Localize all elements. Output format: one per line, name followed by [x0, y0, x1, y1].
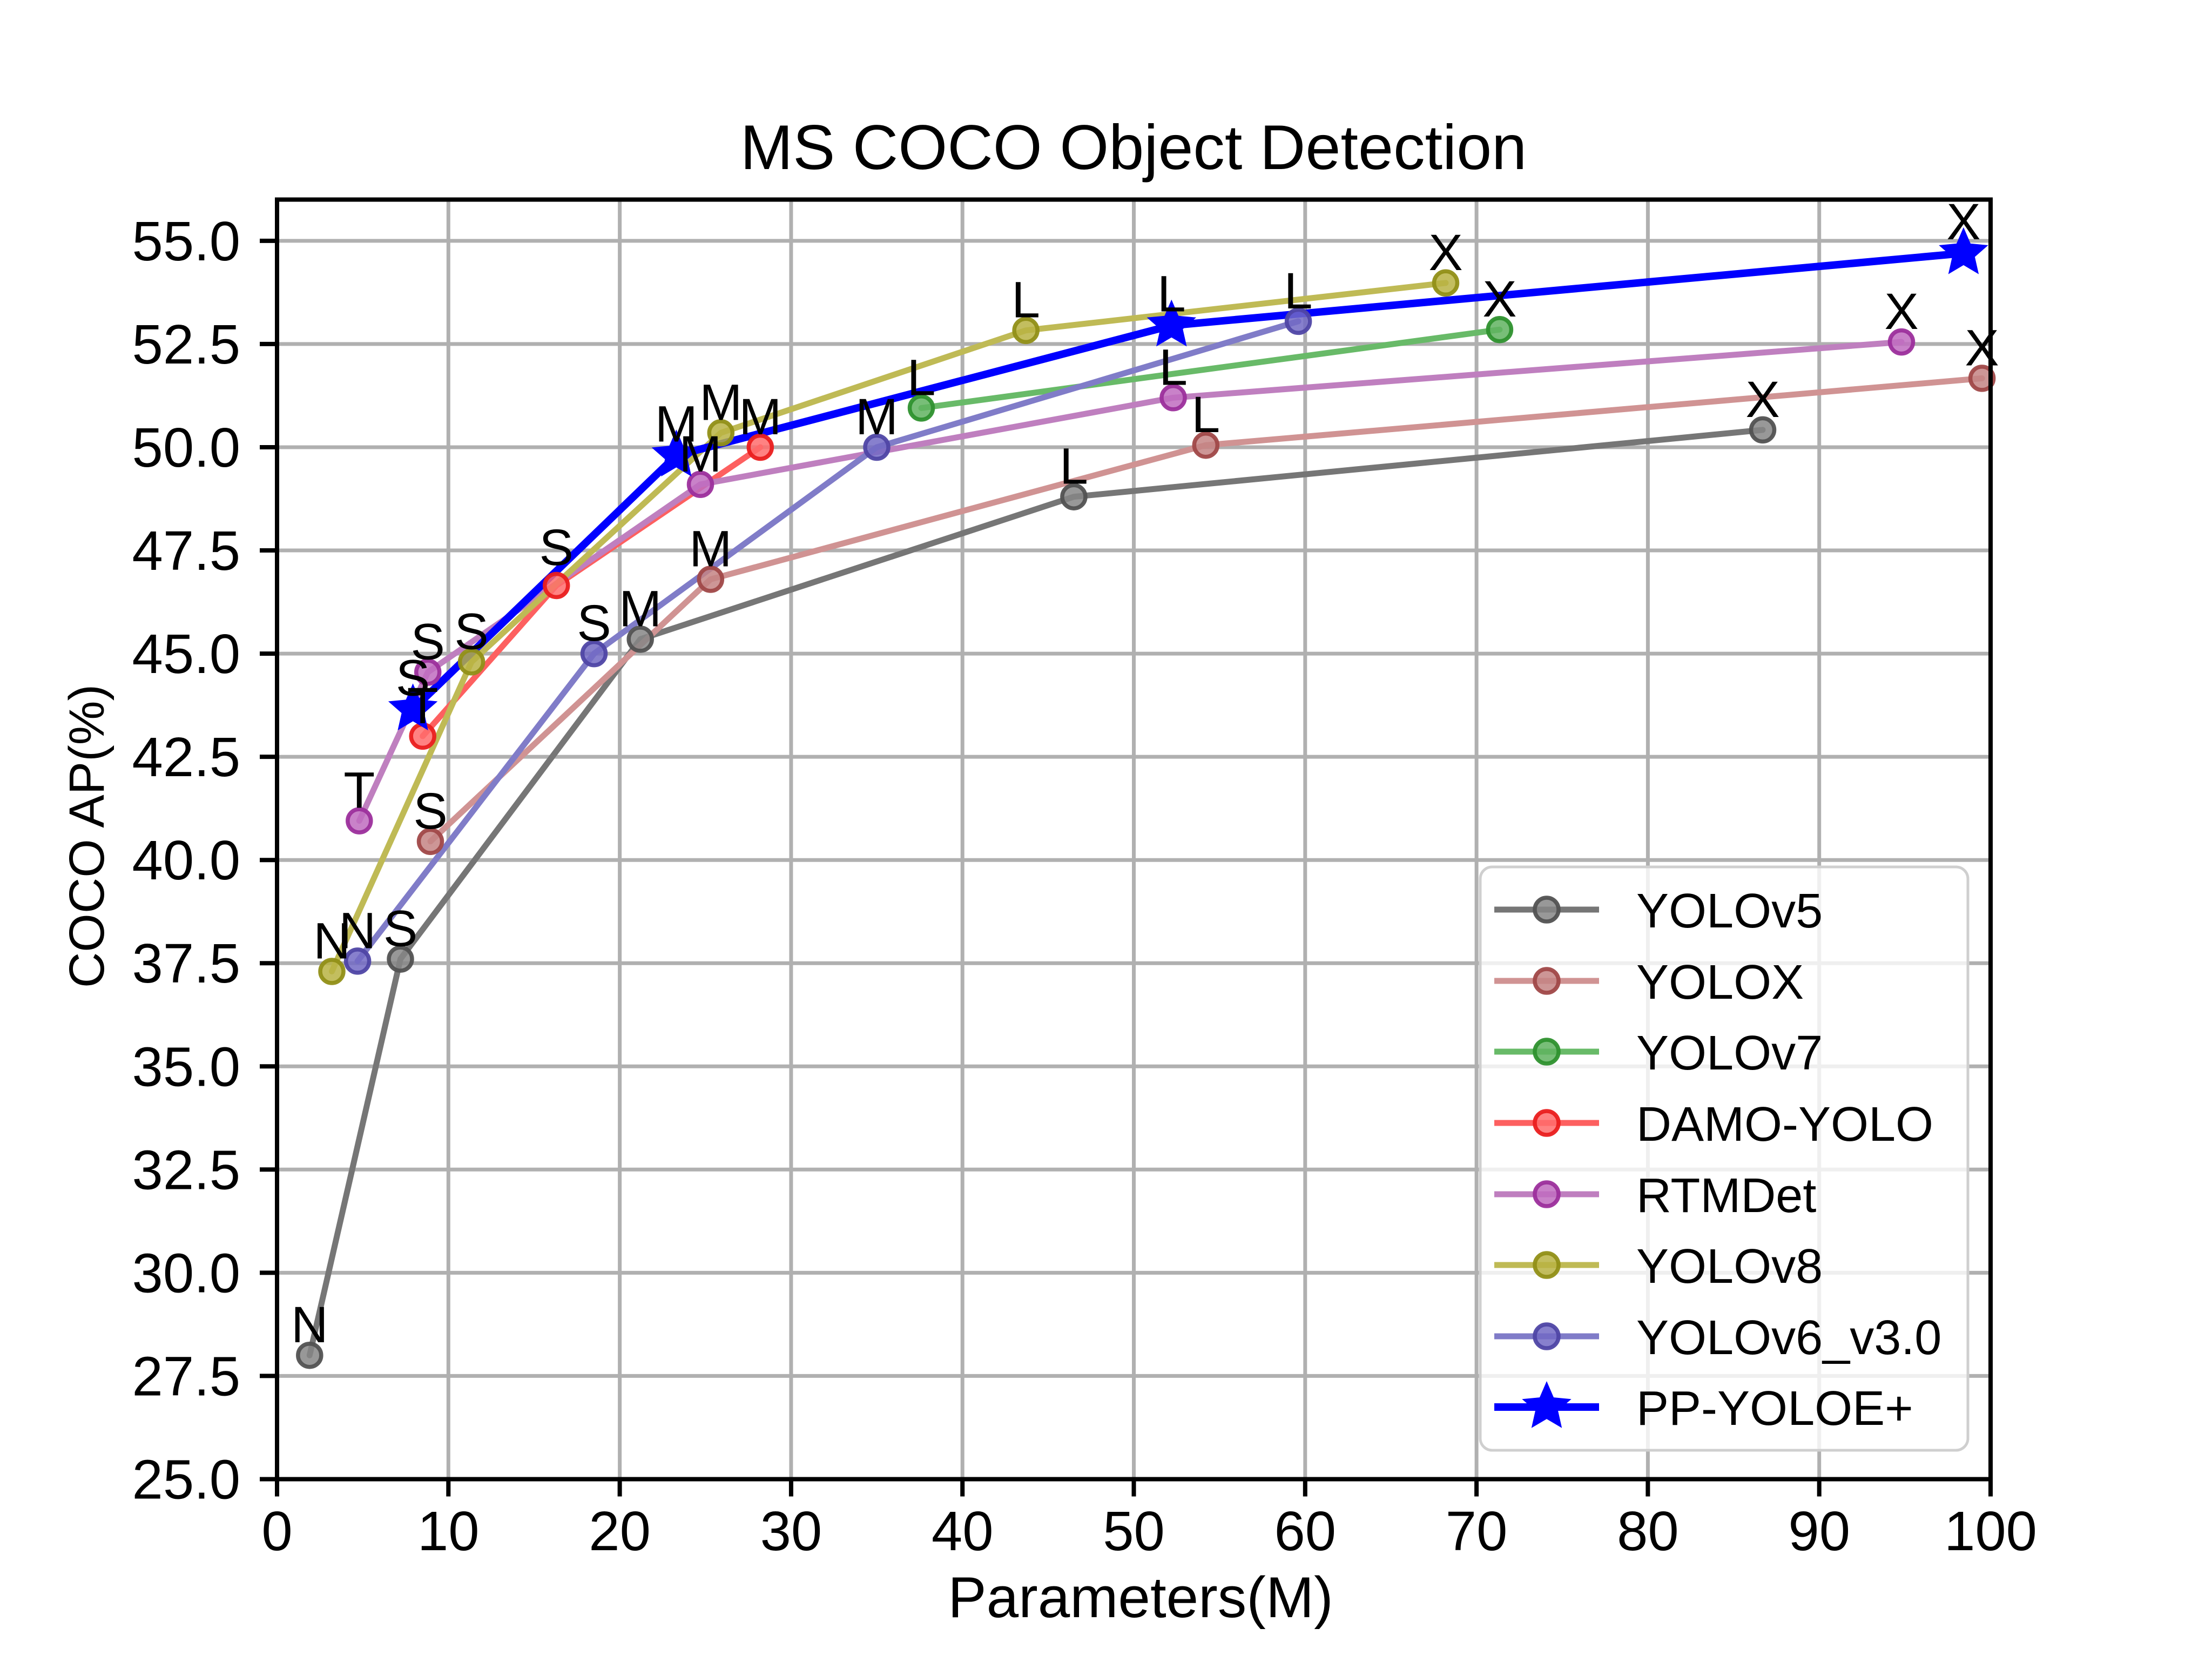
svg-text:COCO AP(%): COCO AP(%)	[59, 684, 114, 988]
svg-text:42.5: 42.5	[132, 726, 240, 788]
svg-text:X: X	[1965, 319, 1999, 376]
svg-text:90: 90	[1788, 1500, 1850, 1562]
svg-text:X: X	[1884, 283, 1918, 340]
svg-text:40.0: 40.0	[132, 829, 240, 891]
svg-text:MS COCO Object Detection: MS COCO Object Detection	[740, 112, 1527, 183]
svg-text:X: X	[1745, 371, 1779, 428]
svg-text:70: 70	[1446, 1500, 1508, 1562]
svg-text:M: M	[689, 521, 732, 578]
svg-text:30: 30	[760, 1500, 822, 1562]
svg-text:S: S	[413, 783, 447, 840]
svg-text:55.0: 55.0	[132, 210, 240, 272]
svg-text:40: 40	[932, 1500, 994, 1562]
svg-text:60: 60	[1274, 1500, 1337, 1562]
svg-text:YOLOv7: YOLOv7	[1636, 1026, 1823, 1080]
svg-text:L: L	[1011, 272, 1040, 329]
svg-text:YOLOX: YOLOX	[1636, 956, 1804, 1010]
svg-text:RTMDet: RTMDet	[1636, 1169, 1816, 1223]
svg-text:M: M	[739, 388, 781, 446]
svg-text:50.0: 50.0	[132, 416, 240, 479]
svg-text:20: 20	[589, 1500, 651, 1562]
svg-text:X: X	[1428, 224, 1462, 281]
svg-text:45.0: 45.0	[132, 623, 240, 685]
svg-text:47.5: 47.5	[132, 520, 240, 582]
svg-text:L: L	[1159, 339, 1188, 396]
svg-text:37.5: 37.5	[132, 932, 240, 994]
svg-text:L: L	[1284, 263, 1313, 320]
svg-text:M: M	[655, 395, 698, 453]
svg-text:S: S	[411, 614, 445, 671]
svg-text:S: S	[383, 900, 417, 958]
svg-text:100: 100	[1944, 1500, 2037, 1562]
svg-text:L: L	[1191, 386, 1220, 443]
svg-text:N: N	[339, 902, 376, 959]
svg-text:0: 0	[261, 1500, 292, 1562]
svg-text:50: 50	[1103, 1500, 1165, 1562]
svg-text:PP-YOLOE+: PP-YOLOE+	[1636, 1382, 1913, 1436]
svg-text:T: T	[343, 762, 375, 819]
svg-text:N: N	[291, 1296, 328, 1354]
svg-text:N: N	[313, 913, 350, 970]
svg-text:32.5: 32.5	[132, 1139, 240, 1201]
svg-text:35.0: 35.0	[132, 1035, 240, 1098]
svg-text:S: S	[454, 603, 488, 660]
svg-text:T: T	[407, 677, 439, 735]
svg-text:Parameters(M): Parameters(M)	[948, 1565, 1333, 1630]
svg-text:M: M	[619, 580, 662, 637]
svg-text:X: X	[1482, 271, 1516, 328]
svg-text:M: M	[699, 374, 742, 431]
svg-text:M: M	[679, 426, 721, 483]
svg-text:YOLOv8: YOLOv8	[1636, 1240, 1823, 1294]
svg-text:L: L	[1157, 266, 1186, 323]
svg-text:YOLOv5: YOLOv5	[1636, 884, 1823, 938]
svg-text:M: M	[855, 388, 898, 446]
svg-text:S: S	[577, 595, 611, 652]
svg-text:10: 10	[417, 1500, 480, 1562]
svg-text:L: L	[907, 349, 936, 406]
svg-text:S: S	[539, 519, 574, 576]
svg-text:YOLOv6_v3.0: YOLOv6_v3.0	[1636, 1311, 1941, 1365]
svg-text:S: S	[396, 649, 430, 706]
svg-text:X: X	[1946, 193, 1980, 251]
svg-text:25.0: 25.0	[132, 1449, 240, 1511]
svg-text:80: 80	[1617, 1500, 1679, 1562]
svg-text:L: L	[1060, 438, 1088, 495]
svg-text:30.0: 30.0	[132, 1242, 240, 1304]
svg-text:DAMO-YOLO: DAMO-YOLO	[1636, 1098, 1933, 1152]
svg-text:27.5: 27.5	[132, 1345, 240, 1407]
svg-text:52.5: 52.5	[132, 313, 240, 375]
